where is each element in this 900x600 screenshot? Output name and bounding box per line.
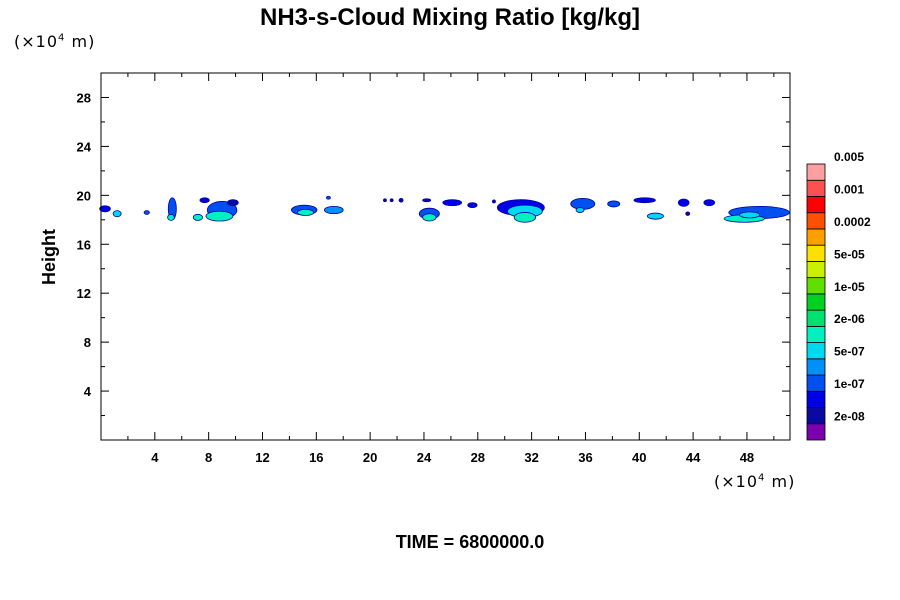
x-tick-label: 36 — [578, 450, 592, 465]
y-unit-exponent: 4 — [58, 32, 66, 44]
x-tick-label: 8 — [205, 450, 212, 465]
cloud-patch-16 — [398, 197, 404, 203]
cloud-patch-5 — [192, 213, 204, 221]
cloud-patch-9 — [227, 199, 239, 207]
colorbar-label: 0.0002 — [834, 215, 871, 229]
colorbar-swatch — [806, 358, 826, 376]
y-tick-label: 28 — [77, 90, 91, 105]
y-unit-prefix: (×10 — [14, 32, 59, 51]
colorbar-label: 0.005 — [834, 150, 864, 164]
x-tick-label: 32 — [524, 450, 538, 465]
colorbar-label: 5e-07 — [834, 345, 865, 359]
x-axis-unit-label: (×104 m) — [714, 472, 795, 491]
cloud-patch-4 — [167, 213, 175, 221]
cloud-patch-30 — [646, 212, 664, 220]
colorbar-label: 2e-08 — [834, 410, 865, 424]
cloud-patch-36 — [739, 211, 761, 219]
chart-title: NH3-s-Cloud Mixing Ratio [kg/kg] — [260, 4, 640, 31]
colorbar: 2e-08 1e-07 5e-07 2e-06 1e-05 5e-05 0.0002 0.00… — [806, 150, 871, 441]
colorbar-swatch — [806, 342, 826, 360]
x-unit-prefix: (×10 — [714, 472, 759, 491]
cloud-patch-18 — [422, 213, 437, 222]
x-axis: 4 8 12 16 20 24 28 32 36 40 44 48 — [127, 73, 775, 465]
y-tick-label: 12 — [77, 286, 91, 301]
cloud-patch-19 — [422, 198, 432, 203]
cloud-patch-15 — [389, 198, 394, 203]
cloud-patch-25 — [513, 212, 537, 223]
colorbar-label: 5e-05 — [834, 247, 865, 261]
colorbar-swatch — [806, 390, 826, 408]
cloud-patch-31 — [677, 198, 690, 207]
x-tick-label: 40 — [632, 450, 646, 465]
colorbar-swatch — [806, 244, 826, 262]
cloud-patch-12 — [323, 205, 344, 215]
cloud-patch-33 — [703, 199, 716, 207]
colorbar-label: 1e-05 — [834, 280, 865, 294]
y-tick-label: 20 — [77, 188, 91, 203]
x-tick-label: 16 — [309, 450, 323, 465]
x-tick-label: 20 — [363, 450, 377, 465]
colorbar-swatch — [806, 423, 826, 441]
y-tick-label: 16 — [77, 237, 91, 252]
cloud-patch-22 — [492, 199, 496, 204]
cloud-patch-28 — [607, 200, 621, 208]
cloud-patch-1 — [112, 210, 122, 218]
colorbar-label: 2e-06 — [834, 312, 865, 326]
colorbar-swatch — [806, 196, 826, 214]
cloud-patch-2 — [143, 210, 150, 215]
y-axis-label: Height — [39, 229, 59, 285]
cloud-patch-6 — [199, 197, 210, 204]
colorbar-swatch — [806, 374, 826, 392]
colorbar-swatch — [806, 261, 826, 279]
cloud-patch-13 — [326, 195, 331, 200]
plot-frame — [100, 72, 791, 441]
colorbar-swatch — [806, 293, 826, 311]
colorbar-swatch — [806, 407, 826, 425]
y-axis: 4 8 12 16 20 24 28 — [77, 90, 790, 417]
colorbar-swatch — [806, 309, 826, 327]
cloud-patch-32 — [685, 211, 691, 216]
x-tick-label: 48 — [740, 450, 754, 465]
colorbar-swatch — [806, 163, 826, 181]
colorbar-swatch — [806, 277, 826, 295]
x-tick-label: 44 — [686, 450, 701, 465]
x-tick-label: 4 — [151, 450, 159, 465]
x-tick-label: 12 — [255, 450, 269, 465]
cloud-patch-8 — [205, 210, 234, 222]
colorbar-swatch — [806, 212, 826, 230]
colorbar-label: 1e-07 — [834, 377, 865, 391]
cloud-patch-21 — [467, 202, 478, 208]
colorbar-swatch — [806, 228, 826, 246]
y-unit-suffix: m) — [65, 32, 96, 51]
x-unit-exponent: 4 — [758, 472, 766, 484]
cloud-patch-20 — [442, 199, 463, 207]
cloud-patch-11 — [297, 209, 315, 216]
y-axis-unit-label: (×104 m) — [14, 32, 95, 51]
colorbar-label: 0.001 — [834, 182, 864, 196]
cloud-patches — [99, 195, 790, 223]
cloud-patch-14 — [383, 198, 387, 203]
y-tick-label: 24 — [77, 139, 92, 154]
y-tick-label: 8 — [84, 335, 91, 350]
y-tick-label: 4 — [84, 384, 92, 399]
colorbar-swatch — [806, 179, 826, 197]
cloud-patch-27 — [575, 207, 585, 213]
cloud-patch-0 — [99, 205, 111, 213]
x-tick-label: 24 — [417, 450, 432, 465]
cloud-patch-29 — [633, 197, 656, 204]
x-unit-suffix: m) — [765, 472, 796, 491]
colorbar-swatch — [806, 325, 826, 343]
x-tick-label: 28 — [471, 450, 485, 465]
time-label: TIME = 6800000.0 — [395, 532, 545, 552]
